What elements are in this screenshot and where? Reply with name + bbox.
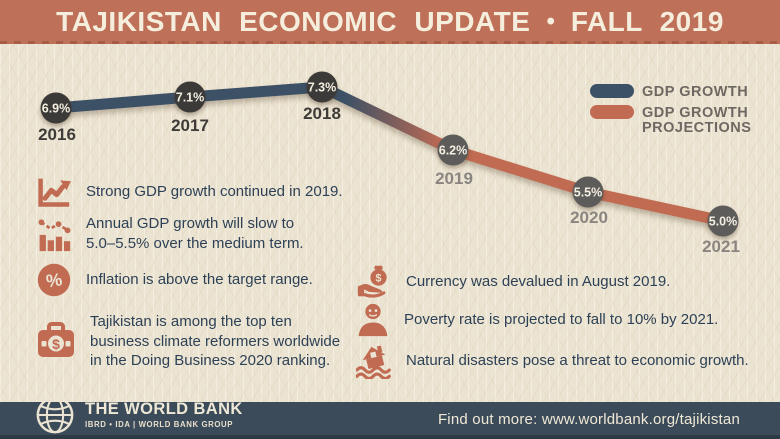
page-title: TAJIKISTAN ECONOMIC UPDATE <box>56 6 531 37</box>
point-label-2018: 7.3% <box>308 81 337 95</box>
data-point-2016 <box>40 92 72 124</box>
percent-glyph: % <box>45 269 64 291</box>
bar-chart-decline-icon <box>38 218 71 251</box>
dollar-glyph: $ <box>376 273 382 285</box>
bullet-text-line: business climate reformers worldwide <box>90 332 341 350</box>
bullet-text-line: Natural disasters pose a threat to econo… <box>406 352 749 370</box>
gdp-transition-line <box>319 82 456 155</box>
legend-swatch-gdp-growth <box>590 84 634 98</box>
bullet-inflation: % Inflation is above the target range. <box>36 262 313 298</box>
bullet-text-line: Currency was devalued in August 2019. <box>406 273 671 291</box>
point-label-2020: 5.5% <box>574 186 603 200</box>
year-label-2019: 2019 <box>435 169 473 188</box>
flood-house-icon <box>356 345 391 379</box>
point-label-2017: 7.1% <box>176 91 205 105</box>
legend-label-gdp-projections-line2: PROJECTIONS <box>642 120 751 136</box>
world-bank-logo: THE WORLD BANK IBRD • IDA | WORLD BANK G… <box>34 394 243 436</box>
briefcase-dollar-icon: $ <box>38 322 74 358</box>
year-label-2021: 2021 <box>702 237 740 256</box>
bullet-gdp-slowdown: Annual GDP growth will slow to 5.0–5.5% … <box>36 214 304 253</box>
dollar-glyph: $ <box>52 336 60 352</box>
world-bank-globe-icon <box>36 396 74 434</box>
legend-swatch-gdp-projections <box>590 105 634 119</box>
data-point-2021 <box>707 205 739 237</box>
bullet-text-line: 5.0–5.5% over the medium term. <box>86 234 304 252</box>
bullet-text-line: Inflation is above the target range. <box>86 271 313 289</box>
data-point-2017 <box>174 81 206 113</box>
data-point-2018 <box>306 71 338 103</box>
bullet-poverty-rate: Poverty rate is projected to fall to 10%… <box>356 302 718 338</box>
money-bag-hand-icon: $ <box>357 265 387 298</box>
year-label-2016: 2016 <box>38 125 76 144</box>
header-banner: TAJIKISTAN ECONOMIC UPDATE • FALL 2019 <box>0 0 780 44</box>
year-label-2018: 2018 <box>303 104 341 123</box>
bullet-text-line: Poverty rate is projected to fall to 10%… <box>404 311 719 329</box>
bullet-text-line: Tajikistan is among the top ten <box>90 313 292 330</box>
world-bank-title: THE WORLD BANK <box>85 400 243 418</box>
data-point-2019 <box>437 134 469 166</box>
edition-label: FALL 2019 <box>570 6 724 37</box>
bullet-gdp-growth-2019: Strong GDP growth continued in 2019. <box>36 175 343 209</box>
bullet-text-line: in the Doing Business 2020 ranking. <box>90 352 331 369</box>
legend-label-gdp-growth: GDP GROWTH <box>642 84 748 100</box>
bullet-text-line: Annual GDP growth will slow to <box>86 215 295 232</box>
percent-circle-icon: % <box>37 263 71 297</box>
point-label-2019: 6.2% <box>439 144 468 158</box>
bullet-currency-devaluation: $ Currency was devalued in August 2019. <box>356 264 670 300</box>
year-label-2020: 2020 <box>570 208 608 227</box>
find-out-more-url: Find out more: www.worldbank.org/tajikis… <box>437 411 740 428</box>
title-separator-dot: • <box>546 8 555 35</box>
footer-bar <box>0 402 780 439</box>
bullet-doing-business: $ Tajikistan is among the top ten busine… <box>36 312 340 371</box>
legend-label-gdp-projections-line1: GDP GROWTH <box>642 105 748 121</box>
world-bank-subtitle: IBRD • IDA | WORLD BANK GROUP <box>85 420 234 429</box>
data-point-2020 <box>572 176 604 208</box>
line-chart-up-icon <box>38 178 71 207</box>
person-icon <box>358 303 388 337</box>
bullet-natural-disasters: Natural disasters pose a threat to econo… <box>356 343 749 379</box>
year-label-2017: 2017 <box>171 116 209 135</box>
bullet-text-line: Strong GDP growth continued in 2019. <box>86 183 343 201</box>
point-label-2016: 6.9% <box>42 102 71 116</box>
point-label-2021: 5.0% <box>709 215 738 229</box>
chart-legend: GDP GROWTH GDP GROWTH PROJECTIONS <box>590 84 751 136</box>
